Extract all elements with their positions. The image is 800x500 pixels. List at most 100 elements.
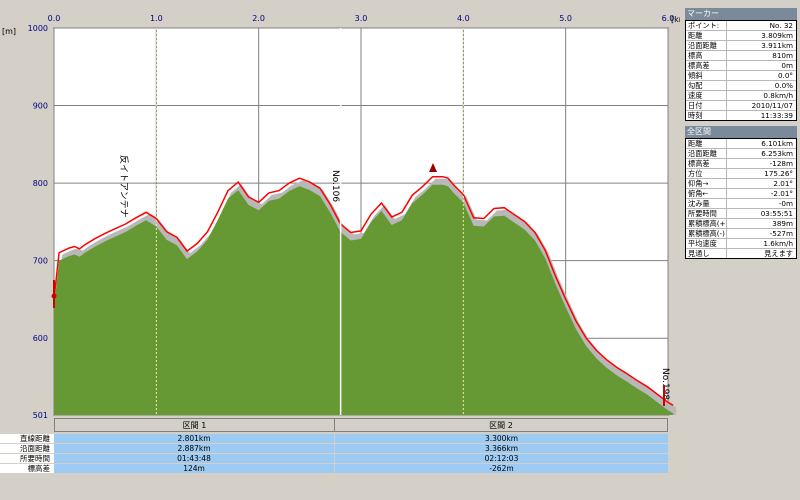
elevation-profile-line bbox=[53, 175, 674, 407]
total-row-value: 見えます bbox=[764, 249, 793, 258]
marker-row: 傾斜 0.0° bbox=[686, 71, 796, 81]
marker-row: 勾配 0.0% bbox=[686, 81, 796, 91]
marker-row: 距離 3.809km bbox=[686, 31, 796, 41]
total-row-label: 方位 bbox=[686, 169, 727, 178]
summit-marker-icon bbox=[429, 163, 437, 172]
marker-row-value: 3.911km bbox=[761, 41, 793, 50]
y-tick-label: 600 bbox=[33, 334, 48, 343]
section-1-header[interactable]: 区間 1 bbox=[54, 418, 335, 432]
marker-row-value: 810m bbox=[772, 51, 793, 60]
marker-row-label: 速度 bbox=[686, 91, 727, 100]
total-row-value: 175.26° bbox=[764, 169, 793, 178]
marker-panel-title: マーカー bbox=[685, 8, 797, 20]
section-row-label: 標高差 bbox=[0, 464, 54, 473]
marker-row-label: 距離 bbox=[686, 31, 727, 40]
annotation-no198: No.198 bbox=[660, 368, 670, 400]
total-row: 所要時間 03:55:51 bbox=[686, 209, 796, 219]
section-row-label: 所要時間 bbox=[0, 454, 54, 463]
total-row-value: -0m bbox=[778, 199, 793, 208]
x-tick-label: 1.0 bbox=[150, 14, 163, 23]
section-row-direct-distance: 直線距離 2.801km 3.300km bbox=[0, 434, 668, 443]
total-row-value: -2.01° bbox=[770, 189, 793, 198]
annotation-no106: No.106 bbox=[330, 170, 340, 202]
x-tick-label: 5.0 bbox=[559, 14, 572, 23]
section-1-cell: 124m bbox=[54, 464, 334, 473]
total-row-label: 仰角→ bbox=[686, 179, 727, 188]
marker-row: 速度 0.8km/h bbox=[686, 91, 796, 101]
y-unit-label: [m] bbox=[2, 27, 16, 36]
marker-panel-body: ポイント: No. 32 距離 3.809km 沿面距離 3.911km 標高 810m… bbox=[685, 20, 797, 121]
section-divider-lines bbox=[155, 28, 464, 415]
total-row: 距離 6.101km bbox=[686, 139, 796, 149]
total-row: 俯角← -2.01° bbox=[686, 189, 796, 199]
x-tick-label: 4.0 bbox=[457, 14, 470, 23]
section-row-label: 直線距離 bbox=[0, 434, 54, 443]
total-row: 方位 175.26° bbox=[686, 169, 796, 179]
x-tick-label: 6.0 bbox=[662, 14, 675, 23]
total-panel-title: 全区間 bbox=[685, 126, 797, 138]
marker-row-value: 0m bbox=[781, 61, 793, 70]
marker-row-value: 0.8km/h bbox=[763, 91, 793, 100]
terrain-fill bbox=[54, 184, 674, 415]
total-row: 累積標高(+) 389m bbox=[686, 219, 796, 229]
marker-row-label: ポイント: bbox=[686, 21, 727, 30]
marker-row: 標高 810m bbox=[686, 51, 796, 61]
marker-row-value: No. 32 bbox=[769, 21, 793, 30]
total-row-value: 6.253km bbox=[761, 149, 793, 158]
section-2-cell: -262m bbox=[335, 464, 668, 473]
marker-row-value: 3.809km bbox=[761, 31, 793, 40]
y-tick-label: 1000 bbox=[28, 24, 48, 33]
marker-panel: マーカー ポイント: No. 32 距離 3.809km 沿面距離 3.911km 標… bbox=[685, 8, 797, 121]
marker-row-value: 0.0° bbox=[777, 71, 793, 80]
total-row-value: -128m bbox=[769, 159, 793, 168]
total-row: 沈み量 -0m bbox=[686, 199, 796, 209]
section-2-header[interactable]: 区間 2 bbox=[334, 418, 668, 432]
marker-row-label: 日付 bbox=[686, 101, 727, 110]
section-1-cell: 01:43:48 bbox=[54, 454, 334, 463]
marker-row-label: 傾斜 bbox=[686, 71, 727, 80]
section-1-cell: 2.801km bbox=[54, 434, 334, 443]
total-row-label: 見通し bbox=[686, 249, 727, 258]
section-row-elevation-diff: 標高差 124m -262m bbox=[0, 464, 668, 473]
total-row-label: 累積標高(-) bbox=[686, 229, 727, 238]
section-row-duration: 所要時間 01:43:48 02:12:03 bbox=[0, 454, 668, 463]
total-row-label: 平均速度 bbox=[686, 239, 727, 248]
marker-row-value: 2010/11/07 bbox=[751, 101, 793, 110]
total-row: 沿面距離 6.253km bbox=[686, 149, 796, 159]
marker-row-value: 11:33:39 bbox=[760, 111, 793, 120]
total-row-label: 距離 bbox=[686, 139, 727, 148]
section-2-cell: 02:12:03 bbox=[335, 454, 668, 463]
point-annotations: 反イトアンテナ No.106 No.198 bbox=[51, 155, 670, 406]
total-panel-body: 距離 6.101km 沿面距離 6.253km 標高差 -128m 方位 175.26°… bbox=[685, 138, 797, 259]
total-row-label: 所要時間 bbox=[686, 209, 727, 218]
section-2-cell: 3.366km bbox=[335, 444, 668, 453]
marker-row-value: 0.0% bbox=[774, 81, 793, 90]
marker-row: 日付 2010/11/07 bbox=[686, 101, 796, 111]
x-unit-label: [km] bbox=[671, 15, 680, 24]
total-row-value: 1.6km/h bbox=[763, 239, 793, 248]
section-2-cell: 3.300km bbox=[335, 434, 668, 443]
total-row: 標高差 -128m bbox=[686, 159, 796, 169]
x-tick-label: 2.0 bbox=[252, 14, 265, 23]
elevation-chart: 0.0 1.0 2.0 3.0 4.0 5.0 6.0 1000 900 800 700 600 50… bbox=[2, 14, 680, 420]
total-row: 平均速度 1.6km/h bbox=[686, 239, 796, 249]
total-row-value: 2.01° bbox=[773, 179, 793, 188]
y-tick-label: 700 bbox=[33, 257, 48, 266]
total-row-value: 6.101km bbox=[761, 139, 793, 148]
total-row-value: 03:55:51 bbox=[760, 209, 793, 218]
total-row-value: -527m bbox=[769, 229, 793, 238]
marker-row-label: 勾配 bbox=[686, 81, 727, 90]
terrain-layer bbox=[53, 175, 677, 415]
annotation-antenna: 反イトアンテナ bbox=[118, 155, 129, 218]
total-row-label: 沿面距離 bbox=[686, 149, 727, 158]
total-row-label: 俯角← bbox=[686, 189, 727, 198]
total-row-value: 389m bbox=[772, 219, 793, 228]
x-tick-label: 3.0 bbox=[355, 14, 368, 23]
x-tick-label: 0.0 bbox=[48, 14, 61, 23]
start-marker-icon bbox=[51, 280, 57, 308]
marker-row: 沿面距離 3.911km bbox=[686, 41, 796, 51]
section-row-label: 沿面距離 bbox=[0, 444, 54, 453]
total-row-label: 累積標高(+) bbox=[688, 219, 727, 228]
total-row-label: 沈み量 bbox=[686, 199, 727, 208]
marker-row-label: 標高 bbox=[686, 51, 727, 60]
